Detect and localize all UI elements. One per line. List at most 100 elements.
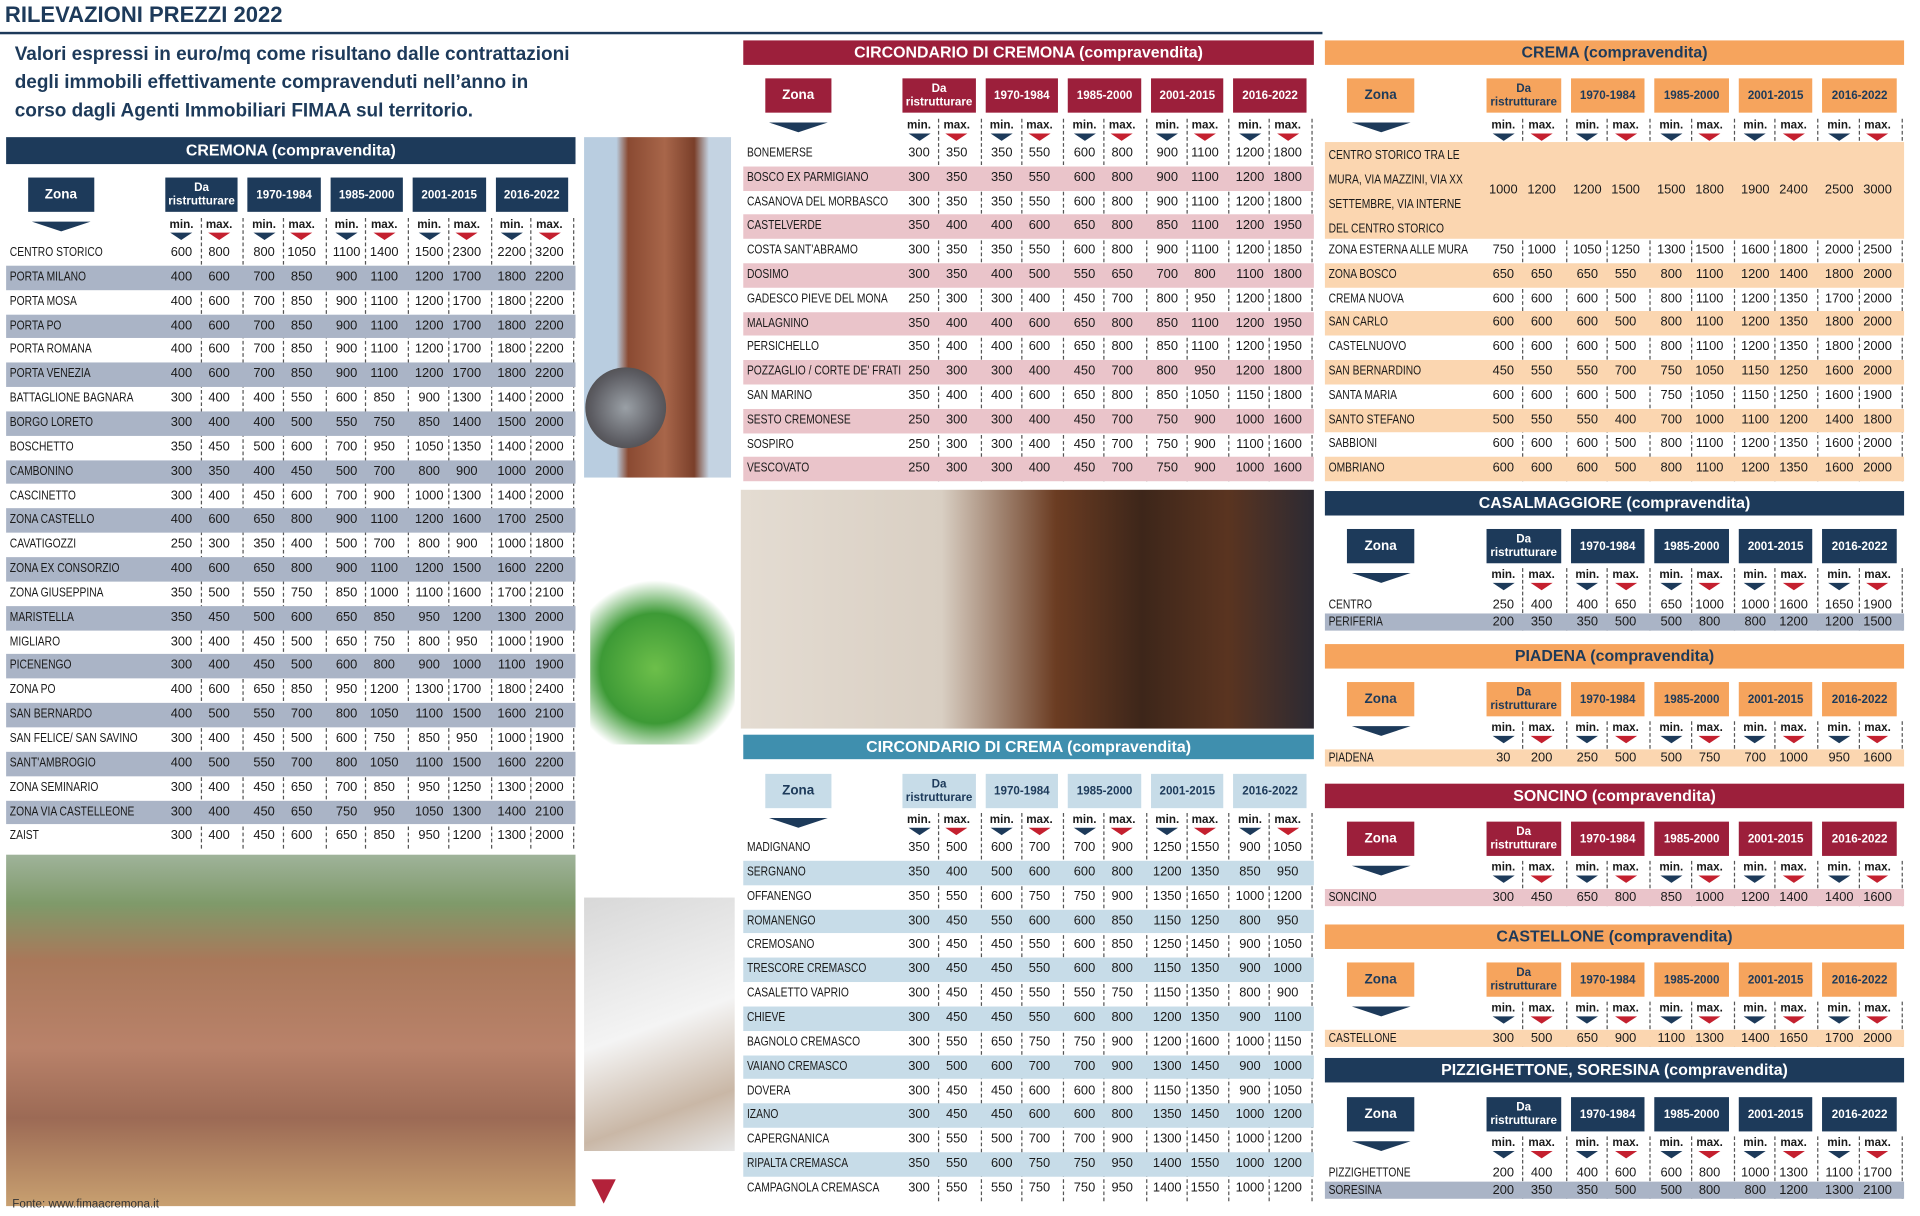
price: 400 <box>170 512 193 527</box>
price: 400 <box>170 706 193 722</box>
price: 650 <box>1073 315 1096 331</box>
min-label: min. <box>1491 860 1516 875</box>
price: 500 <box>253 609 275 625</box>
price: 300 <box>945 412 968 428</box>
price: 2000 <box>535 439 564 455</box>
price: 2000 <box>535 390 564 406</box>
max-arrow <box>1530 582 1553 591</box>
min-arrow <box>1492 133 1515 141</box>
price: 450 <box>945 1107 968 1123</box>
price: 1100 <box>1825 1165 1854 1181</box>
price: 1050 <box>369 706 399 722</box>
price: 900 <box>418 658 440 673</box>
price: 1100 <box>1191 169 1219 185</box>
price: 600 <box>1492 290 1515 306</box>
price: 650 <box>1576 1031 1599 1046</box>
min-label: min. <box>1827 1001 1852 1016</box>
price: 700 <box>253 317 275 333</box>
price: 1800 <box>1273 145 1302 161</box>
period-header: 2016-2022 <box>1233 773 1307 809</box>
price: 700 <box>290 755 313 771</box>
max-arrow <box>1698 875 1721 883</box>
period-header: 1985-2000 <box>330 177 404 212</box>
price: 1050 <box>1190 388 1220 403</box>
separator <box>1606 568 1608 631</box>
price: 2000 <box>1863 363 1892 379</box>
price: 400 <box>253 390 275 406</box>
price: 400 <box>208 633 230 649</box>
price: 400 <box>945 864 968 879</box>
price: 800 <box>1660 436 1683 452</box>
price: 1000 <box>1235 888 1265 904</box>
price: 1400 <box>1824 890 1854 905</box>
separator <box>1145 118 1148 482</box>
price: 1500 <box>1656 182 1686 198</box>
price: 1700 <box>497 585 527 600</box>
max-label: max. <box>1696 118 1723 133</box>
price: 350 <box>945 242 968 258</box>
price: 750 <box>1492 242 1515 258</box>
max-arrow <box>1866 875 1889 883</box>
price: 1200 <box>414 342 444 357</box>
price: 550 <box>945 1155 968 1171</box>
table-title: PIADENA (compravendita) <box>1324 644 1905 669</box>
min-label: min. <box>1659 860 1684 875</box>
price: 850 <box>373 609 395 625</box>
max-label: max. <box>1780 568 1807 582</box>
zona-name: CASALETTO VAPRIO <box>746 985 849 1001</box>
min-label: min. <box>1743 568 1768 582</box>
price: 600 <box>1530 436 1553 452</box>
zona-name: PICENENGO <box>9 658 72 673</box>
price: 1950 <box>1273 339 1302 355</box>
price: 400 <box>208 828 230 843</box>
separator <box>1901 1001 1903 1047</box>
separator <box>1733 860 1735 907</box>
zona-arrow <box>1351 726 1411 736</box>
price: 2200 <box>535 342 564 357</box>
price: 650 <box>253 682 275 698</box>
separator <box>1690 860 1692 907</box>
separator <box>1774 568 1776 631</box>
price: 800 <box>1660 315 1683 330</box>
price: 550 <box>1028 1010 1051 1025</box>
price: 1700 <box>1824 1031 1854 1046</box>
price: 1200 <box>1235 194 1265 209</box>
price: 800 <box>1111 145 1133 161</box>
price: 500 <box>335 536 358 552</box>
period-header: Da ristrutturare <box>1486 528 1561 564</box>
price: 300 <box>991 291 1013 306</box>
min-arrow <box>1576 1151 1599 1159</box>
price: 1800 <box>1273 291 1302 306</box>
price: 1100 <box>1191 242 1219 258</box>
min-label: min. <box>169 217 194 232</box>
price: 400 <box>170 293 193 309</box>
price: 1100 <box>1236 266 1264 282</box>
price: 800 <box>1111 315 1133 331</box>
max-label: max. <box>370 217 398 232</box>
price: 1100 <box>1236 436 1264 452</box>
period-header: Da ristrutturare <box>902 78 976 113</box>
separator <box>1774 721 1776 767</box>
price: 1650 <box>1190 888 1220 904</box>
price: 350 <box>1530 1182 1553 1198</box>
price: 600 <box>208 512 230 527</box>
price: 1250 <box>452 779 482 795</box>
price: 450 <box>253 803 275 819</box>
price: 1200 <box>1740 290 1770 306</box>
separator <box>1606 721 1608 767</box>
max-arrow <box>1782 875 1805 883</box>
min-arrow <box>1660 735 1683 744</box>
photo-keys <box>584 897 735 1152</box>
price: 500 <box>1614 436 1637 452</box>
period-header: 2016-2022 <box>1822 682 1897 717</box>
price: 700 <box>290 706 313 722</box>
price: 850 <box>1156 315 1178 331</box>
max-label: max. <box>1612 118 1639 133</box>
price: 400 <box>945 315 968 331</box>
price: 250 <box>170 536 193 552</box>
price: 1300 <box>452 390 482 406</box>
separator <box>1817 721 1819 767</box>
min-label: min. <box>1491 721 1516 735</box>
zona-name: SAN CARLO <box>1328 315 1389 330</box>
price: 1050 <box>1572 242 1602 258</box>
